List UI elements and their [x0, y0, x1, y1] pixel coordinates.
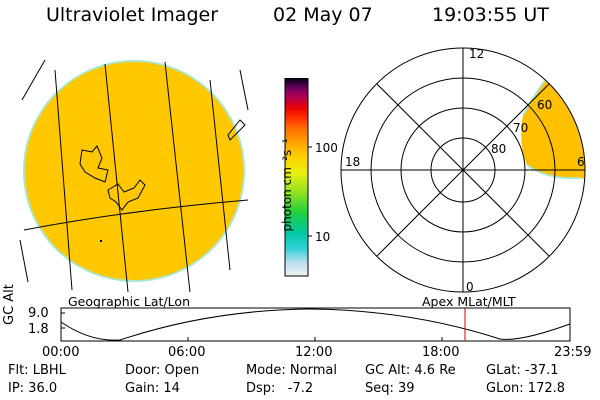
geographic-caption: Geographic Lat/Lon — [68, 294, 190, 309]
colorbar-tick-10: 10 — [315, 230, 331, 244]
time-label: 19:03:55 UT — [432, 4, 549, 26]
status-gc-alt: GC Alt: 4.6 Re — [365, 363, 456, 378]
geographic-grid — [19, 59, 249, 293]
status-door: Door: Open — [125, 363, 200, 378]
altitude-ytick-9: 9.0 — [28, 306, 49, 321]
apex-caption: Apex MLat/MLT — [422, 294, 516, 309]
colorbar-unit-label: photon cm⁻²s⁻¹ — [280, 138, 294, 232]
altitude-xtick: 23:59 — [554, 345, 592, 360]
status-flt: Flt: LBHL — [8, 363, 66, 378]
altitude-xtick: 00:00 — [42, 345, 80, 360]
status-mode: Mode: Normal — [246, 363, 337, 378]
colorbar — [284, 78, 312, 277]
altitude-xtick: 06:00 — [168, 345, 206, 360]
status-glat: GLat: -37.1 — [486, 363, 559, 378]
mlt-label-0: 0 — [466, 280, 474, 294]
status-dsp: Dsp: -7.2 — [246, 381, 314, 396]
altitude-xtick: 12:00 — [295, 345, 333, 360]
altitude-plot — [60, 307, 571, 342]
status-ip: IP: 36.0 — [8, 381, 58, 396]
status-glon: GLon: 172.8 — [486, 381, 566, 396]
altitude-ylabel: GC Alt — [2, 284, 17, 325]
polar-plot: 12 18 6 0 60 70 80 — [340, 47, 586, 294]
lat-label-60: 60 — [537, 98, 552, 112]
altitude-xtick: 18:00 — [422, 345, 460, 360]
lat-label-80: 80 — [491, 142, 506, 156]
geographic-image — [19, 59, 249, 293]
date-label: 02 May 07 — [273, 4, 373, 26]
lat-label-70: 70 — [513, 121, 528, 135]
status-gain: Gain: 14 — [125, 381, 180, 396]
status-seq: Seq: 39 — [365, 381, 415, 396]
altitude-curve — [60, 308, 571, 341]
instrument-title: Ultraviolet Imager — [46, 4, 219, 26]
mlt-label-12: 12 — [469, 47, 484, 61]
altitude-ytick-1-8: 1.8 — [28, 322, 49, 337]
mlt-label-18: 18 — [345, 155, 360, 169]
mlt-label-6: 6 — [577, 155, 585, 169]
colorbar-tick-100: 100 — [315, 141, 338, 155]
polar-grid — [340, 47, 586, 293]
coastline — [79, 145, 146, 211]
